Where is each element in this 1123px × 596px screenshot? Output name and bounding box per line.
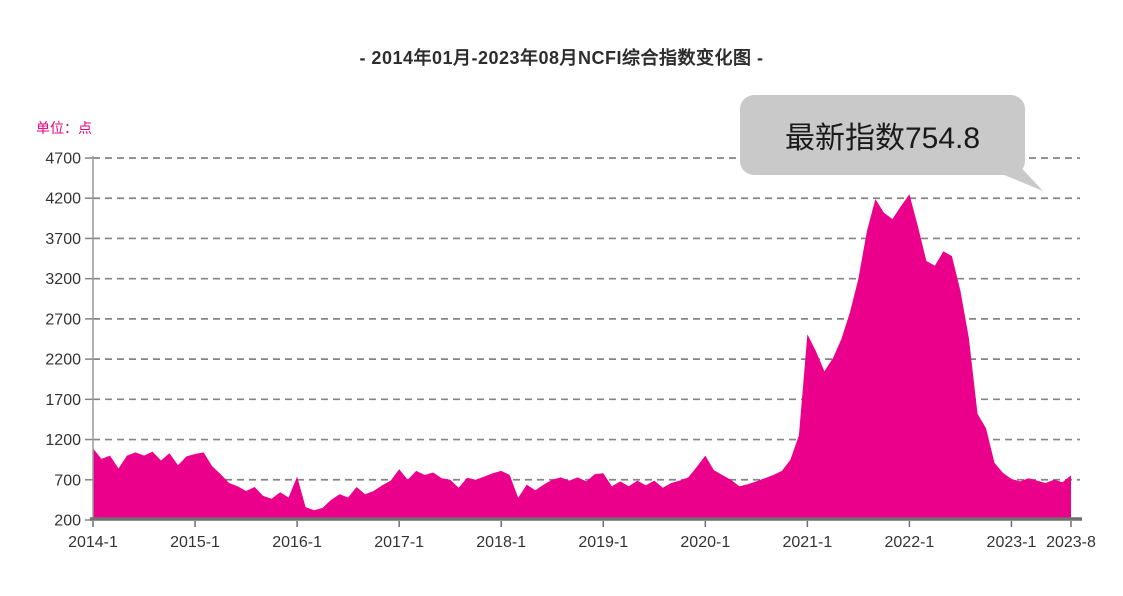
latest-index-text: 最新指数754.8 <box>784 122 981 155</box>
chart-title: - 2014年01月-2023年08月NCFI综合指数变化图 - <box>359 48 764 68</box>
y-axis-label: 2700 <box>45 311 81 328</box>
y-axis-label: 3200 <box>45 271 81 288</box>
x-axis-label: 2015-1 <box>170 534 220 551</box>
x-axis-label: 2014-1 <box>68 534 118 551</box>
x-axis-label: 2023-1 <box>987 534 1037 551</box>
y-axis-label: 1200 <box>45 432 81 449</box>
x-axis-label: 2023-8 <box>1046 534 1096 551</box>
y-axis-label: 200 <box>54 513 81 530</box>
y-axis-label: 2200 <box>45 352 81 369</box>
y-axis-label: 3700 <box>45 231 81 248</box>
y-axis-label: 700 <box>54 472 81 489</box>
x-axis-label: 2019-1 <box>578 534 628 551</box>
area-series <box>93 194 1071 519</box>
y-axis-label: 1700 <box>45 392 81 409</box>
y-axis-label: 4700 <box>45 151 81 168</box>
x-axis-label: 2020-1 <box>680 534 730 551</box>
x-axis-label: 2017-1 <box>374 534 424 551</box>
x-axis-label: 2021-1 <box>782 534 832 551</box>
x-axis-label: 2018-1 <box>476 534 526 551</box>
x-axis-label: 2022-1 <box>885 534 935 551</box>
y-axis-label: 4200 <box>45 191 81 208</box>
latest-index-callout: 最新指数754.8 <box>740 95 1025 175</box>
y-axis-unit-label: 单位：点 <box>36 120 92 136</box>
x-axis-label: 2016-1 <box>272 534 322 551</box>
